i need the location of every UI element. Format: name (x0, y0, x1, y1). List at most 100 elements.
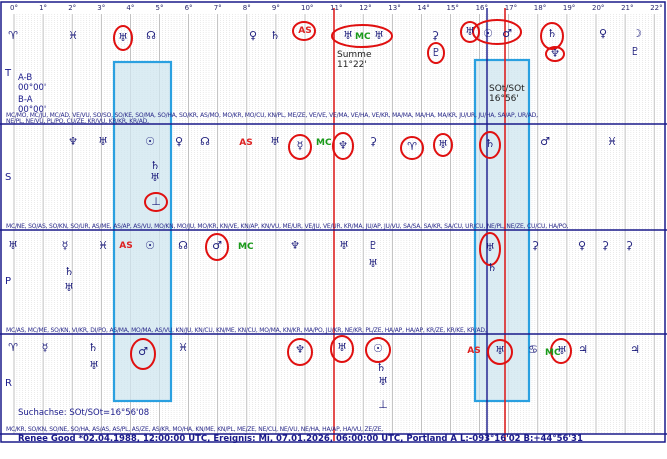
asc-icon: AS (298, 26, 312, 36)
aries-icon: ♈ (407, 140, 417, 153)
moon-icon: ☽ (632, 27, 642, 40)
uranus-icon: ♅ (374, 29, 384, 42)
uranus-icon: ♅ (343, 29, 353, 42)
mc-icon: MC (545, 348, 561, 358)
degree-tick-label: 14° (417, 4, 430, 12)
venus-icon: ♀ (577, 239, 587, 252)
mc-icon: MC (355, 32, 371, 42)
uranus-icon: ♅ (485, 241, 495, 254)
uranus-icon: ♅ (89, 359, 99, 372)
pluto-icon: ♇ (368, 239, 378, 252)
degree-tick-label: 9° (271, 4, 280, 12)
pluto-icon: ♇ (431, 46, 441, 59)
saturn-icon: ♄ (376, 361, 386, 374)
uranus-icon: ♅ (557, 344, 567, 357)
mars-icon: ♂ (502, 27, 512, 40)
ascending-node-icon: ☊ (178, 239, 188, 252)
uranus-icon: ♅ (339, 239, 349, 252)
venus-icon: ♀ (248, 29, 258, 42)
sun-icon: ☉ (373, 342, 383, 355)
neptune-icon: ♆ (68, 135, 78, 148)
uranus-icon: ♅ (98, 135, 108, 148)
summe-value: 11°22' (337, 60, 367, 70)
saturn-icon: ♄ (88, 341, 98, 354)
band-separators (0, 123, 667, 435)
band-label-t: T (5, 68, 12, 79)
degree-tick-label: 1° (39, 4, 48, 12)
saturn-icon: ♄ (64, 265, 74, 278)
footer-info: Renee Good *02.04.1988, 12:00:00 UTC, Er… (18, 434, 583, 444)
uranus-icon: ♅ (378, 375, 388, 388)
neptune-icon: ♆ (550, 47, 560, 60)
degree-tick-label: 10° (301, 4, 314, 12)
aspect-marker-icon: ⊥ (151, 195, 161, 208)
uranus-icon: ♅ (495, 344, 505, 357)
degree-tick-label: 7° (213, 4, 222, 12)
mercury-icon: ☿ (61, 239, 69, 252)
uranus-icon: ♅ (438, 138, 448, 151)
ceres-icon: ⚳ (624, 239, 634, 252)
degree-tick-label: 18° (533, 4, 547, 12)
saturn-icon: ♄ (485, 137, 495, 150)
annotation-circles (113, 19, 572, 370)
degree-tick-label: 11° (330, 4, 343, 12)
neptune-icon: ♆ (338, 139, 348, 152)
degree-tick-label: 6° (184, 4, 193, 12)
uranus-icon: ♅ (465, 25, 475, 38)
outer-frame (0, 1, 666, 443)
degree-tick-label: 5° (155, 4, 164, 12)
r-midpoints-row: MC/KR, SO/KN, SO/NE, SO/HA, AS/AS, AS/PL… (6, 426, 383, 433)
degree-tick-label: 4° (126, 4, 135, 12)
uranus-icon: ♅ (8, 239, 18, 252)
ceres-icon: ⚳ (530, 239, 540, 252)
degree-tick-label: 16° (475, 4, 489, 12)
sun-icon: ☉ (483, 27, 493, 40)
uranus-icon: ♅ (368, 257, 378, 270)
highlight-box-left[interactable] (112, 60, 173, 403)
neptune-icon: ♆ (290, 239, 300, 252)
saturn-icon: ♄ (547, 27, 557, 40)
saturn-icon: ♄ (487, 261, 497, 274)
degree-tick-label: 21° (621, 4, 634, 12)
degree-tick-label: 13° (388, 4, 401, 12)
band-label-s: S (5, 172, 12, 183)
pisces-icon: ♓ (607, 135, 617, 148)
degree-tick-label: 8° (242, 4, 251, 12)
aries-icon: ♈ (8, 341, 18, 354)
degree-tick-label: 17° (504, 4, 518, 12)
mc-icon: MC (316, 138, 332, 148)
degree-tick-label: 22° (650, 4, 663, 12)
ascending-node-icon: ☊ (200, 135, 210, 148)
t-midpoints-row-2: NE/PL, NE/VU, PL/PO, CU/ZE, KR/VU, KR/KR… (6, 118, 149, 125)
uranus-icon: ♅ (64, 281, 74, 294)
s-midpoints-row: MC/NE, SO/AS, SO/KN, SO/UR, AS/ME, AS/AP… (6, 223, 569, 230)
jupiter-icon: ♃ (578, 343, 588, 356)
t-midpoints-row-1: MC/MO, MC/JU, MC/AD, VE/VU, SO/SO, SO/KE… (6, 112, 538, 119)
sun-icon: ☉ (145, 239, 155, 252)
sun-icon: ☉ (145, 135, 155, 148)
pisces-icon: ♓ (68, 29, 78, 42)
band-label-r: R (5, 378, 12, 389)
mars-icon: ♂ (138, 345, 148, 358)
mc-icon: MC (238, 242, 254, 252)
aries-icon: ♈ (8, 29, 18, 42)
uranus-icon: ♅ (150, 171, 160, 184)
uranus-icon: ♅ (337, 341, 347, 354)
ceres-icon: ⚳ (430, 29, 440, 42)
asc-icon: AS (239, 138, 253, 148)
band-label-p: P (5, 276, 12, 287)
asc-icon: AS (119, 241, 133, 251)
mercury-icon: ☿ (296, 139, 304, 152)
pisces-icon: ♓ (178, 341, 188, 354)
venus-icon: ♀ (174, 135, 184, 148)
ba-label: B-A (18, 95, 33, 105)
mars-icon: ♂ (540, 135, 550, 148)
ab-value: 00°00' (18, 83, 47, 93)
degree-tick-label: 0° (10, 4, 18, 12)
mars-icon: ♂ (212, 239, 222, 252)
ceres-icon: ⚳ (368, 135, 378, 148)
degree-tick-label: 3° (97, 4, 106, 12)
degree-tick-label: 12° (359, 4, 372, 12)
ba-value: 00°00' (18, 105, 47, 115)
